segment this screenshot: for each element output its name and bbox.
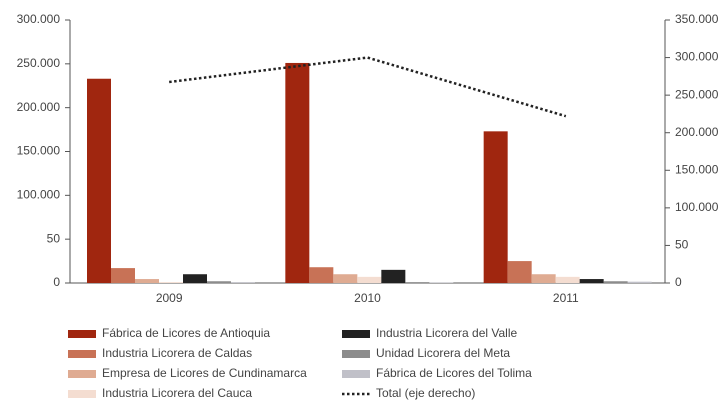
bar <box>357 276 382 283</box>
bar <box>159 282 183 283</box>
bar <box>579 279 604 283</box>
legend-swatch <box>68 390 96 398</box>
x-tick-label: 2009 <box>156 291 183 305</box>
legend-label: Industria Licorera del Cauca <box>102 386 252 400</box>
bar <box>405 282 430 283</box>
y2-tick-label: 50 <box>675 238 689 252</box>
legend-label: Total (eje derecho) <box>376 386 475 400</box>
total-line <box>169 56 567 118</box>
legend-swatch <box>342 370 370 378</box>
bar <box>555 276 580 283</box>
y2-tick-label: 100.000 <box>675 200 719 214</box>
y2-tick-label: 250.000 <box>675 87 719 101</box>
y2-tick-label: 150.000 <box>675 162 719 176</box>
x-tick-label: 2011 <box>553 291 579 305</box>
bar <box>627 281 652 283</box>
legend-label: Fábrica de Licores de Antioquia <box>102 326 270 340</box>
y2-tick-label: 0 <box>675 275 682 289</box>
legend-swatch <box>68 370 96 378</box>
y-tick-label: 300.000 <box>17 12 61 26</box>
legend-swatch <box>342 350 370 358</box>
legend-label: Industria Licorera del Valle <box>376 326 518 340</box>
bar <box>231 282 255 283</box>
legend-swatch <box>342 330 370 338</box>
legend-swatch <box>68 350 96 358</box>
bar <box>483 131 508 283</box>
bar <box>309 267 334 283</box>
legend-label: Fábrica de Licores del Tolima <box>376 366 532 380</box>
legend-label: Industria Licorera de Caldas <box>102 346 252 360</box>
legend-label: Empresa de Licores de Cundinamarca <box>102 366 307 380</box>
bar <box>183 274 207 283</box>
y-tick-label: 0 <box>53 275 60 289</box>
bar <box>333 274 358 283</box>
legend-swatch <box>68 330 96 338</box>
y-tick-label: 150.000 <box>17 144 61 158</box>
bar <box>531 274 556 283</box>
y-tick-label: 100.000 <box>17 188 61 202</box>
y2-tick-label: 300.000 <box>675 50 719 64</box>
bar <box>207 281 231 283</box>
bar <box>135 279 159 283</box>
y2-tick-label: 350.000 <box>675 12 719 26</box>
y-tick-label: 200.000 <box>17 100 61 114</box>
y2-tick-label: 200.000 <box>675 125 719 139</box>
legend-label: Unidad Licorera del Meta <box>376 346 510 360</box>
y-tick-label: 250.000 <box>17 56 61 70</box>
bar <box>507 261 532 283</box>
x-tick-label: 2010 <box>354 291 381 305</box>
bar <box>603 281 628 283</box>
y-tick-label: 50 <box>47 231 61 245</box>
bar <box>87 78 111 283</box>
bar <box>111 268 135 283</box>
bar <box>381 269 406 283</box>
bar <box>285 62 310 283</box>
